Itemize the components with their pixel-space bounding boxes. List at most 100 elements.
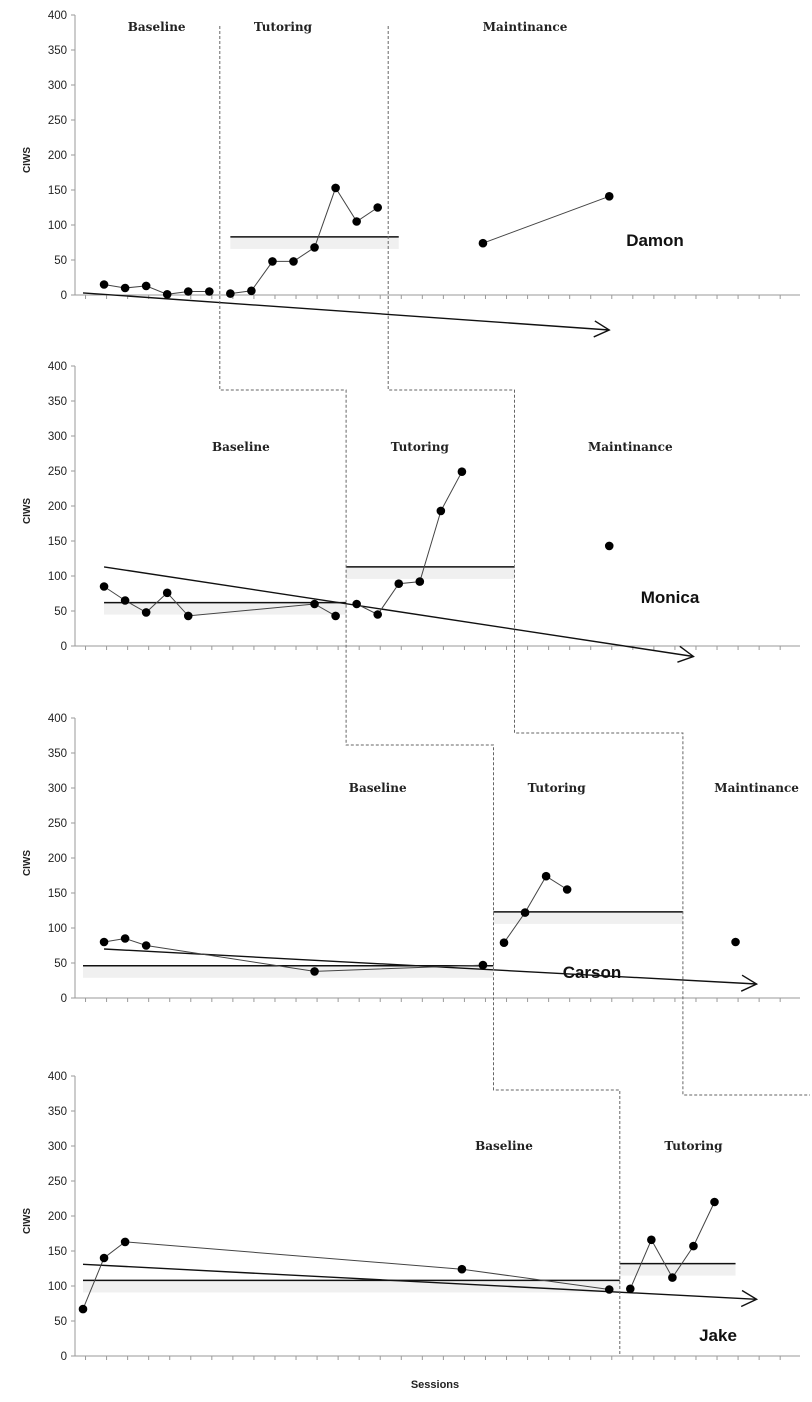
panel-carson: 0 50 100 150 200 250 300 350 400 CIWS Baseline Tuto…: [22, 713, 800, 1005]
x-axis-title: Sessions: [411, 1379, 459, 1391]
data-point: [394, 579, 404, 588]
y-tick-label: 400: [48, 1071, 67, 1083]
data-point: [499, 938, 509, 947]
data-point: [352, 599, 361, 609]
phase-label-tutoring: Tutoring: [254, 20, 313, 34]
data-point: [310, 599, 319, 609]
y-axis-title: CIWS: [22, 147, 33, 173]
data-point: [120, 1237, 130, 1247]
data-point: [373, 610, 383, 619]
data-point: [289, 257, 298, 266]
panel-damon: 0 50 100 150 200 250 300 350 400 CIWS Baseline Tuto…: [22, 10, 800, 338]
mean-line-shadow: [83, 1280, 620, 1293]
data-point: [99, 1253, 109, 1263]
y-tick-label: 400: [48, 713, 67, 725]
data-point: [478, 960, 488, 970]
y-tick-label: 50: [54, 1316, 67, 1328]
y-axis-title: CIWS: [22, 1208, 33, 1234]
data-point: [99, 582, 109, 591]
y-tick-label: 350: [48, 748, 67, 760]
y-tick-label: 300: [48, 783, 67, 795]
phase-label-baseline: Baseline: [128, 20, 186, 34]
trend-arrow: [82, 1263, 759, 1308]
y-tick-label: 150: [48, 185, 67, 197]
data-point: [373, 203, 383, 212]
y-tick-label: 300: [48, 1141, 67, 1153]
trend-arrow: [82, 292, 611, 338]
data-point: [247, 286, 256, 296]
phase-divider-tutoring: [219, 26, 621, 1356]
data-point: [331, 611, 340, 621]
phase-label-baseline: Baseline: [212, 440, 270, 454]
series-line: [356, 471, 463, 616]
data-point: [205, 287, 214, 296]
y-tick-label: 100: [48, 220, 67, 232]
y-tick-label: 150: [48, 536, 67, 548]
y-tick-label: 50: [54, 255, 67, 267]
y-tick-label: 250: [48, 115, 67, 127]
y-axis-title: CIWS: [22, 850, 33, 876]
y-tick-label: 400: [48, 361, 67, 373]
data-point: [415, 577, 425, 586]
data-point: [352, 217, 361, 226]
phase-label-maintenance: Maintinance: [483, 20, 568, 34]
data-point: [183, 611, 193, 621]
mean-line-shadow: [346, 566, 515, 579]
data-point: [141, 941, 151, 950]
mean-line-shadow: [230, 236, 399, 249]
data-point: [626, 1284, 635, 1294]
y-tick-label: 150: [48, 888, 67, 900]
data-point: [457, 467, 467, 477]
trend-arrow: [104, 948, 759, 992]
series-line: [82, 1241, 610, 1310]
student-name: Damon: [626, 231, 684, 250]
data-point: [562, 885, 572, 894]
student-name: Carson: [563, 963, 622, 982]
data-point: [478, 238, 488, 248]
panel-monica: 0 50 100 150 200 250 300 350 400 CIWS Baseline Tuto…: [22, 361, 800, 663]
y-tick-label: 400: [48, 10, 67, 22]
y-tick-label: 200: [48, 501, 67, 513]
data-point: [731, 937, 740, 947]
data-point: [331, 183, 340, 193]
y-axis-title: CIWS: [22, 498, 33, 524]
series-line: [503, 875, 568, 943]
data-point: [162, 290, 172, 299]
data-point: [268, 257, 277, 266]
data-point: [604, 192, 614, 201]
data-point: [183, 287, 193, 296]
data-point: [120, 934, 130, 943]
y-tick-label: 100: [48, 923, 67, 935]
y-tick-label: 50: [54, 606, 67, 618]
y-tick-label: 200: [48, 1211, 67, 1223]
phase-label-tutoring: Tutoring: [391, 440, 450, 454]
data-point: [668, 1273, 677, 1282]
y-tick-label: 250: [48, 1176, 67, 1188]
y-tick-label: 100: [48, 1281, 67, 1293]
data-point: [604, 541, 614, 551]
y-tick-label: 0: [61, 993, 67, 1005]
data-point: [141, 608, 151, 617]
y-tick-label: 0: [61, 641, 67, 653]
student-name: Monica: [641, 588, 700, 607]
data-point: [436, 506, 446, 516]
y-tick-label: 200: [48, 853, 67, 865]
data-point: [710, 1197, 719, 1207]
y-tick-label: 0: [61, 290, 67, 302]
data-point: [78, 1304, 88, 1314]
phase-label-tutoring: Tutoring: [528, 781, 587, 795]
y-tick-label: 350: [48, 1106, 67, 1118]
data-point: [310, 243, 319, 252]
data-point: [141, 281, 151, 291]
mean-line-shadow: [493, 911, 683, 924]
series-line: [230, 186, 378, 295]
data-point: [120, 283, 130, 293]
y-tick-label: 50: [54, 958, 67, 970]
data-point: [162, 588, 172, 598]
data-point: [520, 908, 530, 917]
data-point: [541, 871, 551, 881]
data-point: [689, 1241, 698, 1251]
phase-divider-maintenance: [387, 26, 810, 1096]
phase-label-baseline: Baseline: [349, 781, 407, 795]
y-tick-label: 300: [48, 431, 67, 443]
